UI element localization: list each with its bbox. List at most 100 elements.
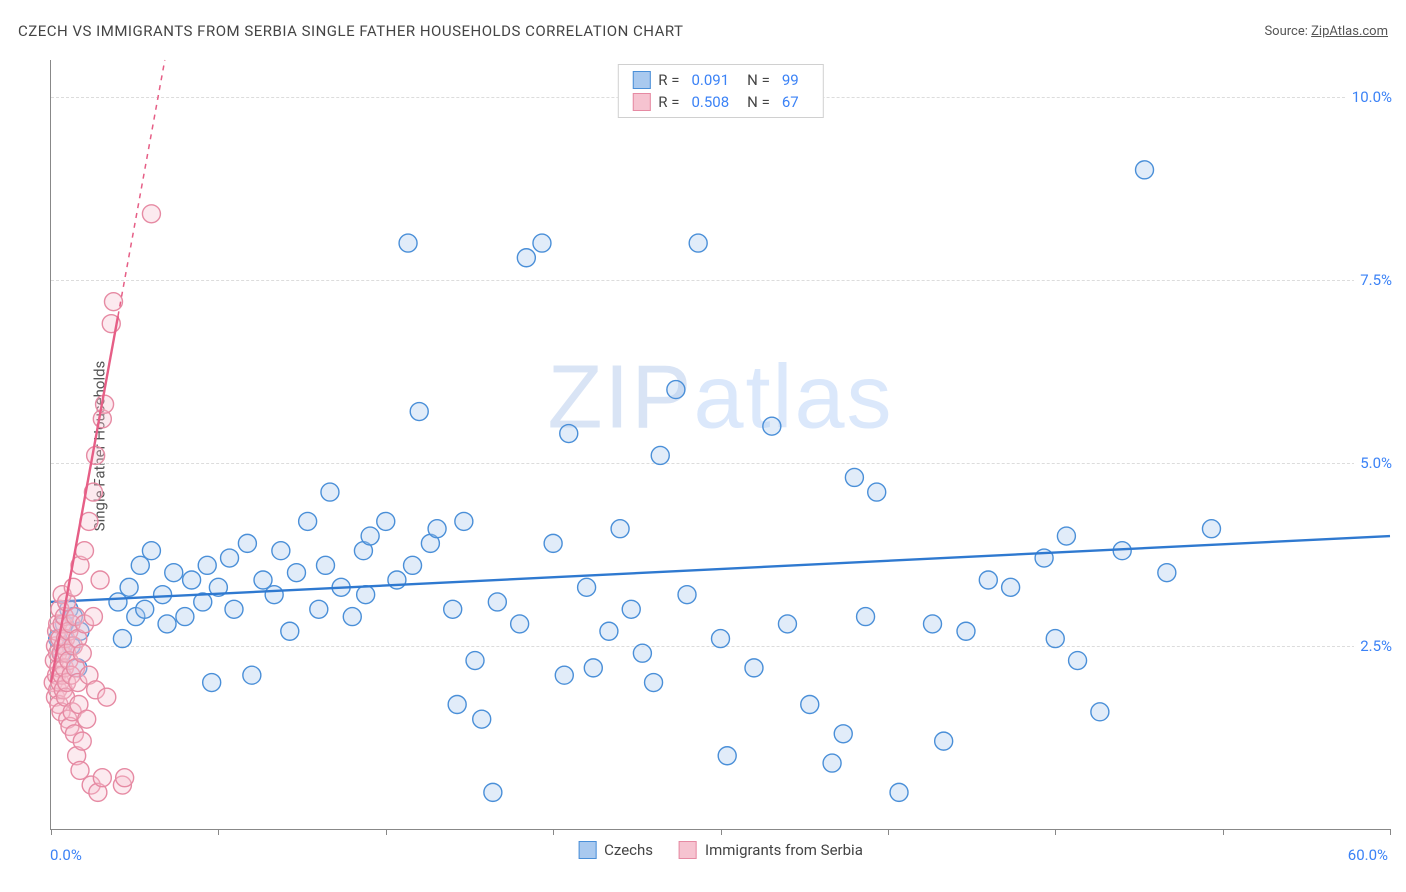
scatter-point [448, 695, 466, 713]
scatter-point [136, 600, 154, 618]
scatter-point [667, 381, 685, 399]
scatter-point [834, 725, 852, 743]
scatter-point [73, 644, 91, 662]
plot-svg [51, 60, 1390, 829]
scatter-point [1158, 564, 1176, 582]
legend-label-2: Immigrants from Serbia [705, 841, 863, 859]
title-bar: CZECH VS IMMIGRANTS FROM SERBIA SINGLE F… [18, 22, 1388, 40]
scatter-point [645, 674, 663, 692]
scatter-point [1046, 630, 1064, 648]
scatter-point [868, 483, 886, 501]
scatter-point [555, 666, 573, 684]
plot-area: ZIPatlas R = 0.091 N = 99 R = 0.508 N = … [50, 60, 1390, 830]
scatter-point [78, 710, 96, 728]
scatter-point [845, 468, 863, 486]
x-axis-max-label: 60.0% [1348, 846, 1388, 864]
scatter-point [316, 556, 334, 574]
scatter-point [428, 520, 446, 538]
legend-stats-row-1: R = 0.091 N = 99 [618, 69, 822, 91]
scatter-point [203, 674, 221, 692]
r-label-1: R = [658, 71, 679, 89]
x-tick [218, 829, 219, 835]
scatter-point [1002, 578, 1020, 596]
scatter-point [410, 403, 428, 421]
scatter-point [1136, 161, 1154, 179]
legend-item-1: Czechs [578, 841, 653, 859]
scatter-point [96, 395, 114, 413]
scatter-point [98, 688, 116, 706]
scatter-point [488, 593, 506, 611]
scatter-point [1069, 652, 1087, 670]
scatter-point [745, 659, 763, 677]
scatter-point [763, 417, 781, 435]
scatter-point [84, 608, 102, 626]
x-tick [1223, 829, 1224, 835]
scatter-point [1057, 527, 1075, 545]
n-value-2: 67 [778, 93, 809, 111]
scatter-point [238, 534, 256, 552]
scatter-point [1091, 703, 1109, 721]
scatter-point [361, 527, 379, 545]
scatter-point [484, 783, 502, 801]
scatter-point [533, 234, 551, 252]
swatch-series-1 [632, 71, 650, 89]
scatter-point [343, 608, 361, 626]
scatter-point [712, 630, 730, 648]
scatter-point [689, 234, 707, 252]
scatter-point [1202, 520, 1220, 538]
scatter-point [718, 747, 736, 765]
scatter-point [935, 732, 953, 750]
swatch-series-2 [632, 93, 650, 111]
scatter-point [142, 205, 160, 223]
n-label-2: N = [747, 93, 770, 111]
scatter-point [176, 608, 194, 626]
scatter-point [287, 564, 305, 582]
source-link[interactable]: ZipAtlas.com [1311, 24, 1388, 39]
scatter-point [455, 512, 473, 530]
scatter-point [801, 695, 819, 713]
scatter-point [584, 659, 602, 677]
x-tick [888, 829, 889, 835]
scatter-point [957, 622, 975, 640]
legend-swatch-2 [679, 841, 697, 859]
n-label-1: N = [747, 71, 770, 89]
scatter-point [91, 571, 109, 589]
r-label-2: R = [658, 93, 679, 111]
legend-swatch-1 [578, 841, 596, 859]
legend-item-2: Immigrants from Serbia [679, 841, 863, 859]
scatter-point [113, 630, 131, 648]
scatter-point [357, 586, 375, 604]
source-credit: Source: ZipAtlas.com [1264, 24, 1388, 39]
scatter-point [778, 615, 796, 633]
scatter-point [221, 549, 239, 567]
scatter-point [87, 446, 105, 464]
scatter-point [473, 710, 491, 728]
scatter-point [622, 600, 640, 618]
x-tick [51, 829, 52, 835]
scatter-point [611, 520, 629, 538]
legend-stats-box: R = 0.091 N = 99 R = 0.508 N = 67 [617, 64, 823, 118]
n-value-1: 99 [778, 71, 809, 89]
scatter-point [225, 600, 243, 618]
source-label: Source: [1264, 24, 1307, 39]
scatter-point [243, 666, 261, 684]
legend-stats-row-2: R = 0.508 N = 67 [618, 91, 822, 113]
scatter-point [116, 769, 134, 787]
scatter-point [511, 615, 529, 633]
scatter-point [142, 542, 160, 560]
x-tick [1055, 829, 1056, 835]
scatter-point [104, 293, 122, 311]
scatter-point [158, 615, 176, 633]
r-value-1: 0.091 [687, 71, 739, 89]
scatter-point [265, 586, 283, 604]
scatter-point [823, 754, 841, 772]
scatter-point [678, 586, 696, 604]
scatter-point [578, 578, 596, 596]
scatter-point [183, 571, 201, 589]
x-tick [386, 829, 387, 835]
scatter-point [281, 622, 299, 640]
scatter-point [651, 446, 669, 464]
scatter-point [377, 512, 395, 530]
scatter-point [404, 556, 422, 574]
scatter-point [600, 622, 618, 640]
